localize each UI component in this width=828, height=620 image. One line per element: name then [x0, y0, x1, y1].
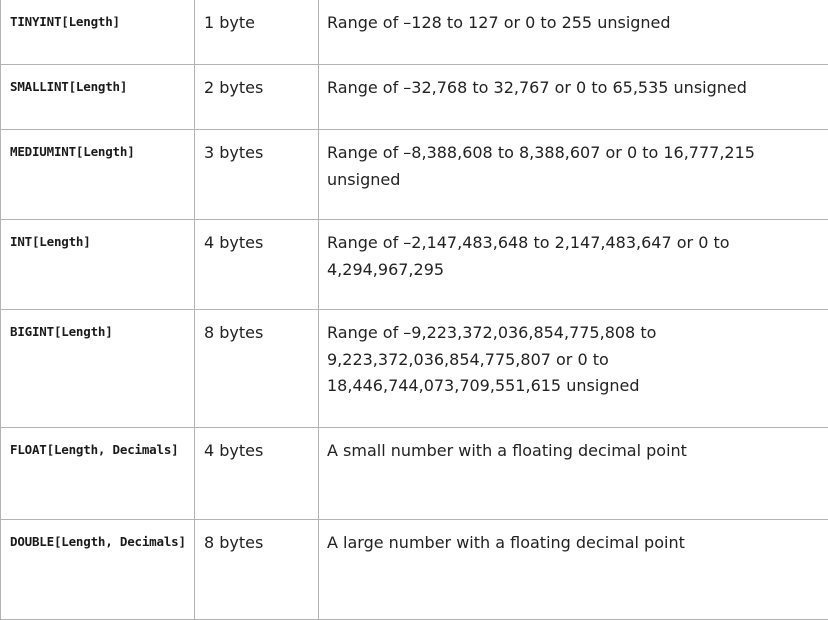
table-row: FLOAT[Length, Decimals] 4 bytes A small …: [1, 428, 828, 520]
table-row: SMALLINT[Length] 2 bytes Range of –32,76…: [1, 65, 828, 130]
storage-cell: 4 bytes: [195, 220, 319, 310]
description-cell: Range of –8,388,608 to 8,388,607 or 0 to…: [319, 130, 828, 220]
description-cell: Range of –32,768 to 32,767 or 0 to 65,53…: [319, 65, 828, 130]
description-cell: A large number with a floating decimal p…: [319, 520, 828, 620]
table-row: TINYINT[Length] 1 byte Range of –128 to …: [1, 0, 828, 65]
description-cell: Range of –9,223,372,036,854,775,808 to 9…: [319, 310, 828, 428]
table-row: DOUBLE[Length, Decimals] 8 bytes A large…: [1, 520, 828, 620]
description-cell: Range of –128 to 127 or 0 to 255 unsigne…: [319, 0, 828, 65]
description-cell: A small number with a floating decimal p…: [319, 428, 828, 520]
table-row: MEDIUMINT[Length] 3 bytes Range of –8,38…: [1, 130, 828, 220]
table-row: INT[Length] 4 bytes Range of –2,147,483,…: [1, 220, 828, 310]
description-cell: Range of –2,147,483,648 to 2,147,483,647…: [319, 220, 828, 310]
storage-cell: 8 bytes: [195, 520, 319, 620]
type-name: MEDIUMINT[Length]: [10, 138, 188, 166]
type-cell: INT[Length]: [1, 220, 195, 310]
storage-cell: 4 bytes: [195, 428, 319, 520]
table-row: BIGINT[Length] 8 bytes Range of –9,223,3…: [1, 310, 828, 428]
type-cell: TINYINT[Length]: [1, 0, 195, 65]
type-name: INT[Length]: [10, 228, 188, 256]
type-cell: SMALLINT[Length]: [1, 65, 195, 130]
type-name: TINYINT[Length]: [10, 8, 188, 36]
type-name: DOUBLE[Length, Decimals]: [10, 528, 188, 556]
type-cell: DOUBLE[Length, Decimals]: [1, 520, 195, 620]
type-cell: MEDIUMINT[Length]: [1, 130, 195, 220]
storage-cell: 1 byte: [195, 0, 319, 65]
storage-cell: 3 bytes: [195, 130, 319, 220]
type-name: FLOAT[Length, Decimals]: [10, 436, 188, 464]
type-cell: BIGINT[Length]: [1, 310, 195, 428]
storage-cell: 8 bytes: [195, 310, 319, 428]
type-cell: FLOAT[Length, Decimals]: [1, 428, 195, 520]
storage-cell: 2 bytes: [195, 65, 319, 130]
type-name: SMALLINT[Length]: [10, 73, 188, 101]
type-name: BIGINT[Length]: [10, 318, 188, 346]
